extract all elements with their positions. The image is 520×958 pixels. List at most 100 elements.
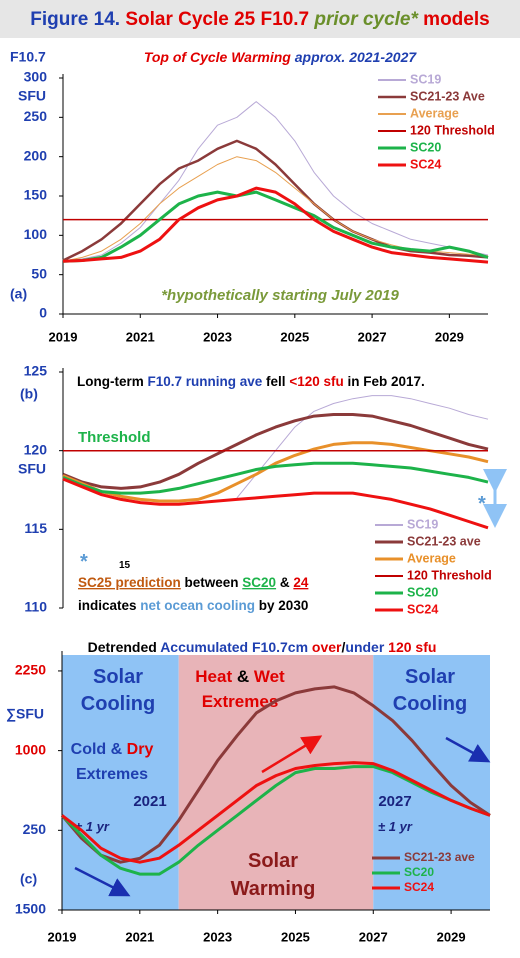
panel-label: (c) — [20, 871, 37, 887]
legend-label: Average — [410, 106, 459, 120]
x-tick-label: 2027 — [359, 929, 388, 944]
legend-label: SC20 — [404, 865, 434, 879]
legend-label: SC19 — [407, 517, 438, 531]
text-segment: 2027 — [378, 793, 411, 810]
x-tick-label: 2021 — [125, 929, 154, 944]
legend-label: 120 Threshold — [410, 123, 495, 137]
text-segment: Top of Cycle Warming — [144, 49, 295, 65]
x-tick-label: 2021 — [126, 329, 155, 344]
text-segment: & — [276, 575, 293, 590]
text-segment: <120 sfu — [289, 374, 343, 389]
text-segment: Solar Cycle 25 F10.7 — [125, 9, 314, 30]
text-segment: Threshold — [78, 429, 151, 446]
series-line — [236, 395, 489, 499]
panel-label: (a) — [10, 286, 27, 302]
annotation: Solar — [93, 666, 143, 688]
text-segment: under — [345, 639, 384, 655]
x-tick-label: 2025 — [281, 929, 310, 944]
text-segment: SC25 prediction — [78, 575, 181, 590]
annotation: SC25 prediction between SC20 & 24 — [78, 575, 309, 590]
x-tick-label: 2023 — [203, 929, 232, 944]
figure-title: Figure 14. Solar Cycle 25 F10.7 prior cy… — [30, 9, 489, 30]
text-segment: net ocean cooling — [140, 598, 255, 613]
text-segment: over — [312, 639, 342, 655]
text-segment: Long-term — [77, 374, 148, 389]
text-segment: * — [80, 551, 88, 573]
text-segment: 15 — [119, 560, 131, 571]
y-tick-label: 150 — [24, 187, 48, 203]
series-line — [62, 477, 489, 530]
series-line — [62, 101, 489, 261]
annotation: indicates net ocean cooling by 2030 — [78, 598, 308, 613]
series-line — [62, 139, 489, 262]
subtitle: Top of Cycle Warming approx. 2021-2027 — [144, 49, 418, 65]
y-axis-label: F10.7 — [10, 49, 46, 65]
region — [373, 655, 490, 910]
y-tick-label: 250 — [24, 108, 48, 124]
text-segment: prior cycle* — [313, 9, 419, 30]
annotation: ± 1 yr — [378, 819, 413, 834]
legend-label: SC20 — [407, 585, 438, 599]
x-tick-label: 2019 — [48, 929, 77, 944]
text-segment: Figure 14. — [30, 9, 125, 30]
annotation: 2027 — [378, 793, 411, 810]
y-tick-label: 120 — [24, 441, 48, 457]
text-segment: & — [237, 667, 254, 686]
annotation: Cooling — [393, 693, 467, 715]
x-tick-label: 2019 — [49, 329, 78, 344]
text-segment: F10.7 running ave — [148, 374, 263, 389]
x-tick-label: 2027 — [358, 329, 387, 344]
annotation: * — [80, 551, 88, 573]
annotation: Threshold — [78, 429, 151, 446]
text-segment: models — [418, 9, 490, 30]
legend-label: SC24 — [410, 157, 441, 171]
text-segment: Wet — [254, 667, 285, 686]
text-segment: * — [478, 493, 486, 515]
y-tick-label: 110 — [24, 599, 47, 615]
legend-label: SC21-23 ave — [404, 850, 475, 864]
series-line — [60, 765, 491, 876]
text-segment: 2021 — [133, 793, 166, 810]
annotation: Heat & Wet — [195, 667, 285, 686]
text-segment: Detrended — [88, 639, 161, 655]
legend-label: SC21-23 Ave — [410, 89, 485, 103]
annotation: * — [478, 493, 486, 515]
annotation: Cooling — [81, 693, 155, 715]
region — [178, 655, 374, 910]
series-line — [62, 413, 489, 490]
annotation: Extremes — [202, 692, 279, 711]
legend-label: 120 Threshold — [407, 568, 492, 582]
text-segment: Solar — [248, 850, 298, 872]
legend-label: Average — [407, 551, 456, 565]
text-segment: SC20 — [242, 575, 276, 590]
subtitle: Detrended Accumulated F10.7cm over/under… — [88, 639, 437, 655]
series-line — [62, 186, 489, 264]
legend-label: SC19 — [410, 72, 441, 86]
y-tick-label: 2250 — [15, 662, 46, 678]
text-segment: *hypothetically starting July 2019 — [161, 287, 399, 304]
text-segment: Heat — [195, 667, 237, 686]
x-tick-label: 2029 — [437, 929, 466, 944]
y-tick-label: 300 — [24, 69, 48, 85]
annotation: Solar — [405, 666, 455, 688]
y-tick-label: 200 — [24, 147, 48, 163]
text-segment: Dry — [127, 741, 154, 758]
series-line — [61, 761, 491, 864]
panel-label: (b) — [20, 386, 38, 402]
y-tick-label: 100 — [24, 226, 48, 242]
annotation: Long-term F10.7 running ave fell <120 sf… — [77, 374, 425, 389]
title-bar — [0, 0, 520, 38]
text-segment: Accumulated F10.7cm — [160, 639, 312, 655]
x-tick-label: 2023 — [203, 329, 232, 344]
text-segment: Cooling — [393, 693, 467, 715]
text-segment: Extremes — [202, 692, 279, 711]
text-segment: Cold — [71, 741, 111, 758]
series-line — [62, 156, 489, 262]
text-segment: indicates — [78, 598, 140, 613]
legend-label: SC24 — [407, 602, 438, 616]
y-axis-label: ∑SFU — [6, 706, 44, 723]
series-line — [62, 190, 489, 263]
y-tick-label: 1000 — [15, 741, 46, 757]
series-line — [62, 441, 489, 503]
